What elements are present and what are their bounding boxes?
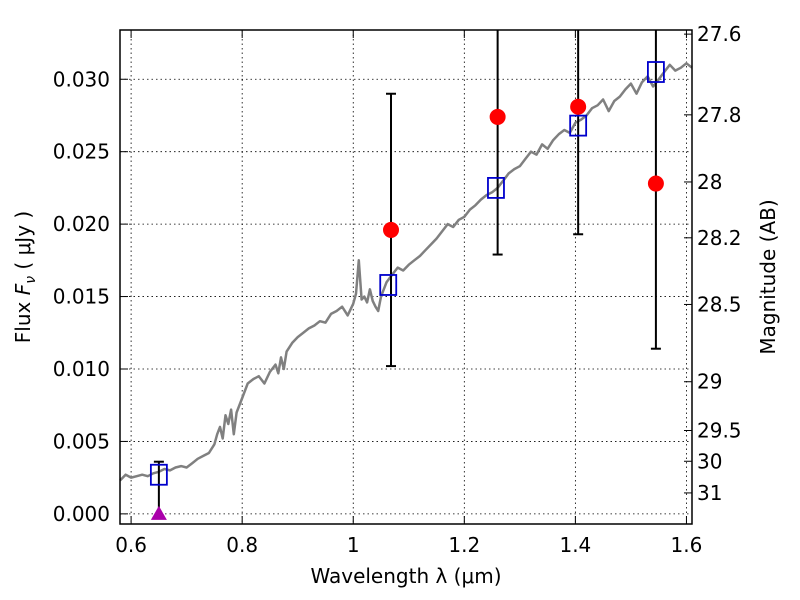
y2-tick-label: 28.2 [697,226,742,250]
y2-tick-label: 30 [697,449,722,473]
y-tick-label: 0.030 [53,67,110,91]
y2-tick-label: 28.5 [697,292,742,316]
y-axis-title-subscript: ν [23,276,39,284]
y2-axis-title: Magnitude (AB) [756,199,780,354]
tick-layer [120,30,692,524]
observed-point [383,221,400,238]
x-tick-label: 1.4 [559,533,591,557]
model-band-point [569,114,588,137]
model-band-point [149,463,168,486]
y-tick-label: 0.025 [53,140,110,164]
y2-tick-label: 28 [697,170,722,194]
x-tick-label: 1.6 [671,533,703,557]
y-axis-title-suffix: ( μJy ) [11,211,35,276]
observed-point [489,108,506,125]
y-tick-label: 0.010 [53,357,110,381]
x-tick-label: 0.8 [226,533,258,557]
observed-point [570,98,587,115]
series-layer [119,30,693,520]
x-tick-label: 1 [347,533,360,557]
model-band-point [487,177,505,199]
y2-tick-label: 27.8 [697,103,742,127]
x-tick-label: 0.6 [115,533,147,557]
model-band-point [379,274,398,296]
y-axis-title: Flux Fν ( μJy ) [11,211,39,343]
x-tick-label: 1.2 [448,533,480,557]
y-tick-label: 0.005 [53,429,110,453]
y-tick-label: 0.020 [53,212,110,236]
upper-limit-marker [150,505,167,520]
y-axis-title-symbol: F [11,283,35,295]
observed-point [647,175,664,192]
plot-frame [119,29,693,525]
y-tick-label: 0.015 [53,285,110,309]
y2-tick-label: 27.6 [697,22,742,46]
model-band-point [647,61,665,83]
y2-tick-label: 31 [697,481,722,505]
y-axis-title-prefix: Flux [11,295,35,343]
label-layer: 0.6 0.8 1 1.2 1.4 1.6 0.000 0.005 0.010 0.015 0.02… [53,22,742,557]
y-tick-label: 0.000 [53,502,110,526]
model-spectrum-line [119,62,693,482]
x-axis-title: Wavelength λ (μm) [310,564,501,588]
y2-tick-label: 29.5 [697,418,742,442]
y2-tick-label: 29 [697,370,722,394]
